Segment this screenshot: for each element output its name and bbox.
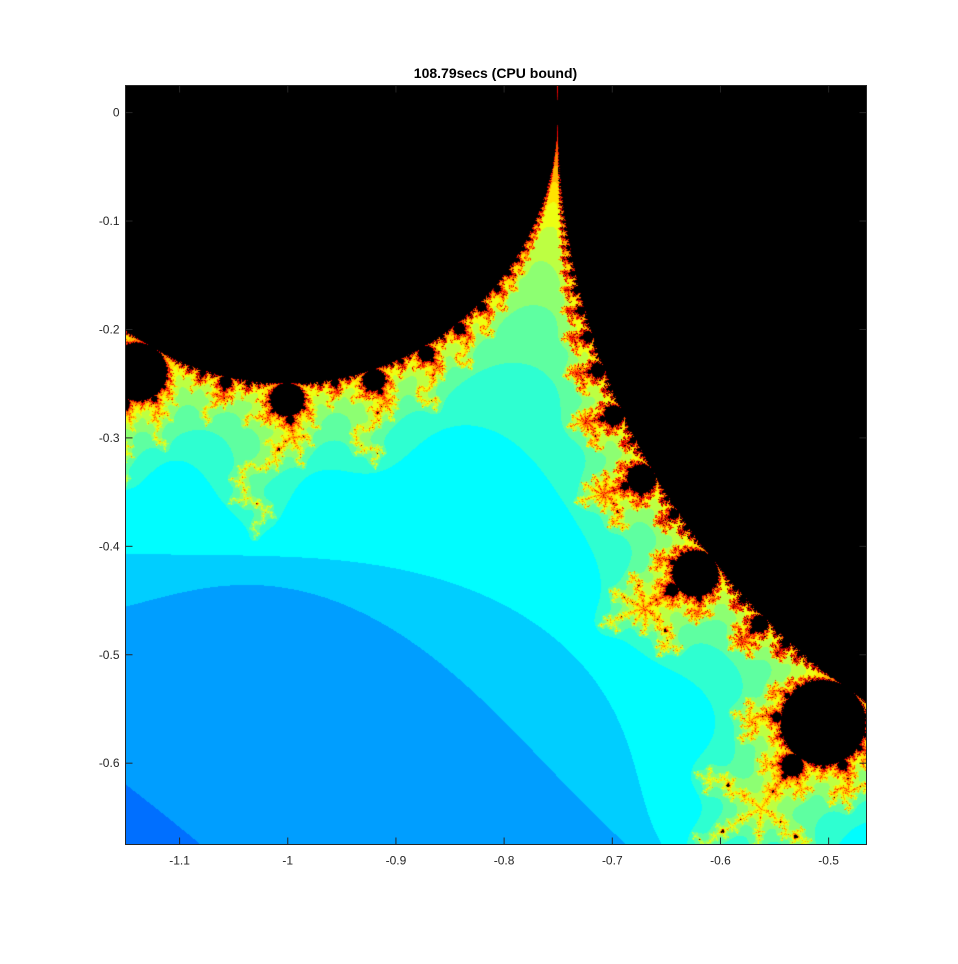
- x-tick-label: -0.5: [818, 854, 839, 868]
- x-tick-label: -0.9: [386, 854, 407, 868]
- y-tick-label: -0.4: [99, 539, 120, 553]
- x-tick-label: -0.6: [710, 854, 731, 868]
- y-axis: 0 -0.1 -0.2 -0.3 -0.4 -0.5 -0.6: [99, 106, 867, 770]
- axes-box: [125, 85, 867, 845]
- x-tick-label: -1.1: [169, 854, 190, 868]
- y-tick-label: -0.1: [99, 214, 120, 228]
- y-tick-label: -0.3: [99, 431, 120, 445]
- y-tick-label: -0.5: [99, 648, 120, 662]
- y-tick-label: -0.6: [99, 756, 120, 770]
- y-tick-label: -0.2: [99, 322, 120, 336]
- y-tick-label: 0: [113, 106, 120, 120]
- x-tick-label: -0.8: [494, 854, 515, 868]
- chart-title: 108.79secs (CPU bound): [414, 65, 577, 81]
- mandelbrot-image: [125, 85, 866, 844]
- x-axis: -1.1 -1 -0.9 -0.8 -0.7 -0.6 -0.5: [169, 85, 839, 868]
- x-tick-label: -0.7: [602, 854, 623, 868]
- x-tick-label: -1: [282, 854, 293, 868]
